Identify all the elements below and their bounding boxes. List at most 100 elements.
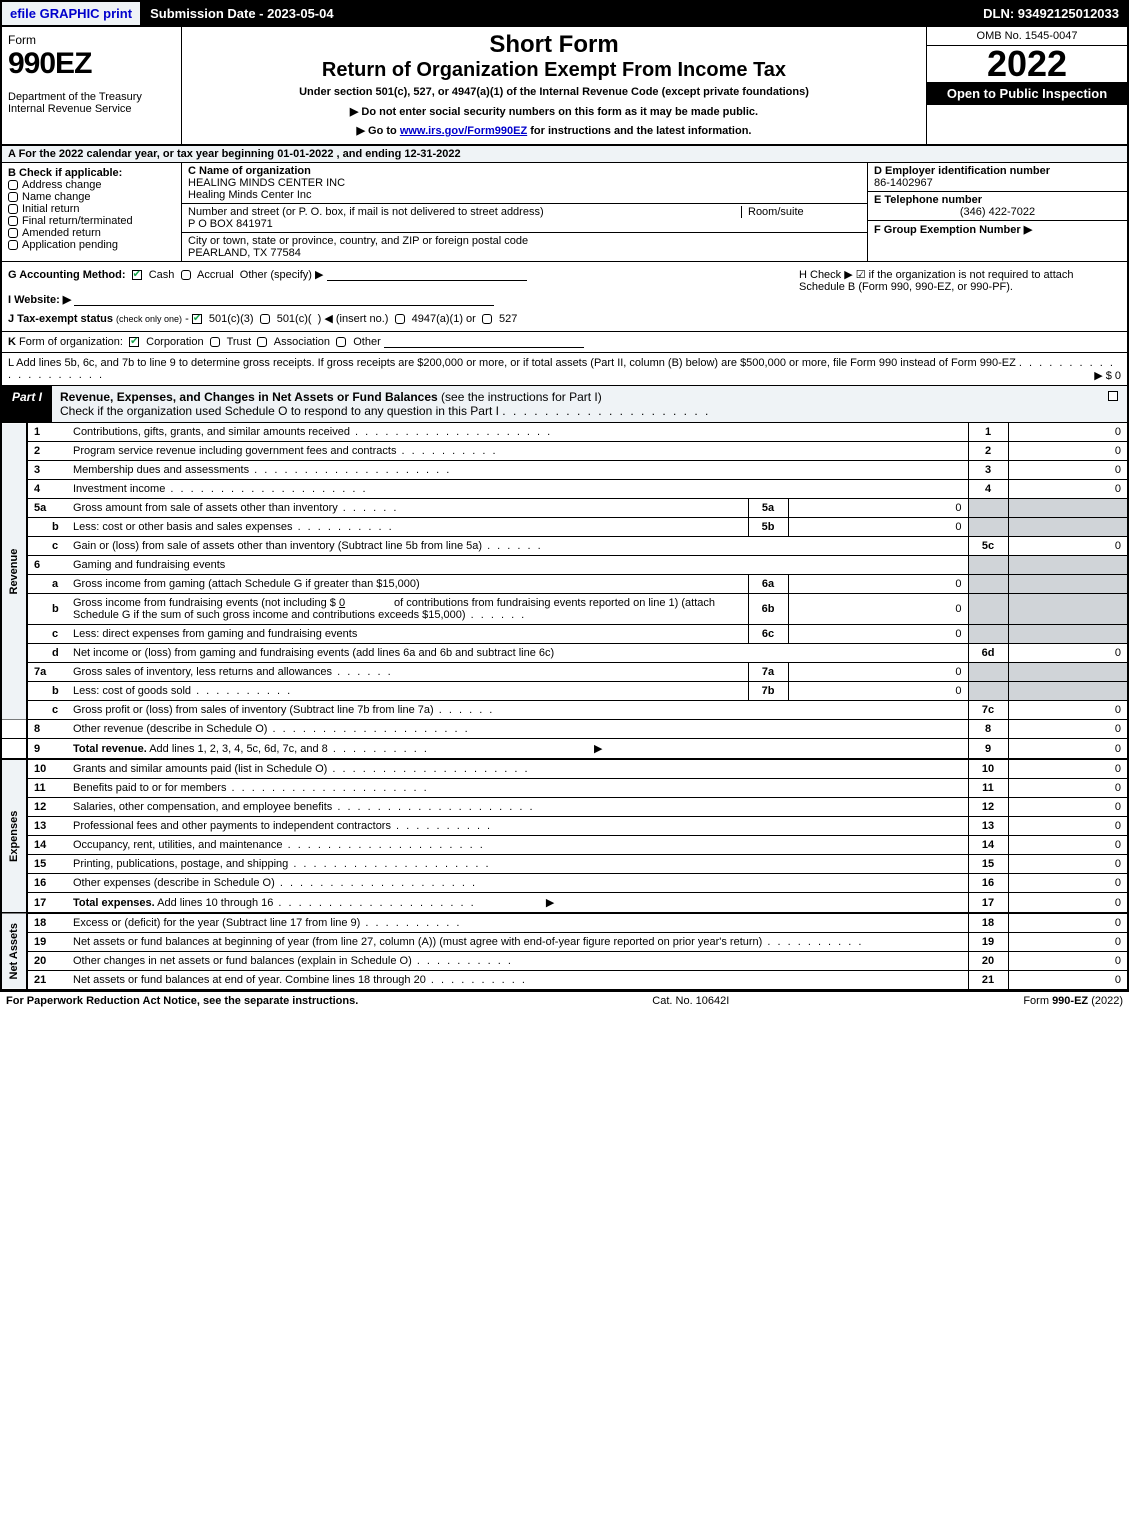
open-to-public: Open to Public Inspection: [927, 82, 1127, 105]
form-word: Form: [8, 33, 175, 47]
line-5a-num: 5a: [27, 499, 67, 518]
k-other-blank[interactable]: [384, 336, 584, 348]
row-6d: d Net income or (loss) from gaming and f…: [1, 644, 1128, 663]
row-5b: b Less: cost or other basis and sales ex…: [1, 518, 1128, 537]
col-2: 2: [968, 442, 1008, 461]
b-item-0: Address change: [22, 179, 102, 191]
checkbox-other-org[interactable]: [336, 337, 346, 347]
amt-6d: 0: [1008, 644, 1128, 663]
checkbox-name-change[interactable]: [8, 192, 18, 202]
inlab-6a: 6a: [748, 575, 788, 594]
row-8: 8 Other revenue (describe in Schedule O)…: [1, 720, 1128, 739]
col-13: 13: [968, 817, 1008, 836]
inlab-6b: 6b: [748, 594, 788, 625]
website-blank[interactable]: [74, 294, 494, 306]
checkbox-trust[interactable]: [210, 337, 220, 347]
checkbox-association[interactable]: [257, 337, 267, 347]
amt-21: 0: [1008, 971, 1128, 990]
line-12-desc: Salaries, other compensation, and employ…: [73, 801, 332, 813]
checkbox-application-pending[interactable]: [8, 240, 18, 250]
line-16-num: 16: [27, 874, 67, 893]
checkbox-schedule-o[interactable]: [1108, 391, 1118, 401]
amt-6a-shade: [1008, 575, 1128, 594]
amt-17: 0: [1008, 893, 1128, 914]
b-label: B Check if applicable:: [8, 167, 122, 179]
title-short-form: Short Form: [188, 31, 920, 59]
line-a-row: A For the 2022 calendar year, or tax yea…: [0, 146, 1129, 163]
col-10: 10: [968, 759, 1008, 779]
line-10-desc: Grants and similar amounts paid (list in…: [73, 763, 327, 775]
checkbox-corporation[interactable]: [129, 337, 139, 347]
room-label: Room/suite: [741, 206, 861, 218]
row-1: Revenue 1 Contributions, gifts, grants, …: [1, 423, 1128, 442]
row-7b: b Less: cost of goods sold 7b 0: [1, 682, 1128, 701]
g-other-blank[interactable]: [327, 269, 527, 281]
line-5c-desc: Gain or (loss) from sale of assets other…: [73, 540, 482, 552]
j-line: J Tax-exempt status (check only one) - 5…: [8, 312, 1121, 325]
department: Department of the Treasury Internal Reve…: [8, 91, 175, 115]
col-7c: 7c: [968, 701, 1008, 720]
checkbox-accrual[interactable]: [181, 270, 191, 280]
amt-14: 0: [1008, 836, 1128, 855]
amt-6-shade: [1008, 556, 1128, 575]
k-line: K Form of organization: Corporation Trus…: [0, 332, 1129, 353]
street-label: Number and street (or P. O. box, if mail…: [188, 206, 741, 218]
col-7b-shade: [968, 682, 1008, 701]
line-6b-incl: 0: [339, 597, 345, 609]
line-11-desc: Benefits paid to or for members: [73, 782, 226, 794]
g-accrual: Accrual: [197, 269, 234, 281]
col-6a-shade: [968, 575, 1008, 594]
b-item-3: Final return/terminated: [22, 215, 133, 227]
row-9: 9 Total revenue. Add lines 1, 2, 3, 4, 5…: [1, 739, 1128, 760]
checkbox-cash[interactable]: [132, 270, 142, 280]
subtitle: Under section 501(c), 527, or 4947(a)(1)…: [188, 86, 920, 98]
checkbox-4947[interactable]: [395, 314, 405, 324]
top-bar: efile GRAPHIC print Submission Date - 20…: [0, 0, 1129, 27]
line-6-num: 6: [27, 556, 67, 575]
col-5b-shade: [968, 518, 1008, 537]
line-13-num: 13: [27, 817, 67, 836]
irs-link[interactable]: www.irs.gov/Form990EZ: [400, 125, 527, 137]
amt-9: 0: [1008, 739, 1128, 760]
checkbox-527[interactable]: [482, 314, 492, 324]
line-7c-num: c: [27, 701, 67, 720]
line-6a-desc: Gross income from gaming (attach Schedul…: [73, 578, 420, 590]
row-4: 4 Investment income 4 0: [1, 480, 1128, 499]
row-3: 3 Membership dues and assessments 3 0: [1, 461, 1128, 480]
row-15: 15 Printing, publications, postage, and …: [1, 855, 1128, 874]
col-6d: 6d: [968, 644, 1008, 663]
g-other: Other (specify) ▶: [240, 269, 324, 281]
line-7a-num: 7a: [27, 663, 67, 682]
efile-print-link[interactable]: efile GRAPHIC print: [2, 2, 142, 25]
header-right: OMB No. 1545-0047 2022 Open to Public In…: [927, 27, 1127, 144]
col-20: 20: [968, 952, 1008, 971]
col-19: 19: [968, 933, 1008, 952]
inlab-5b: 5b: [748, 518, 788, 537]
checkbox-initial-return[interactable]: [8, 204, 18, 214]
line-7c-desc: Gross profit or (loss) from sales of inv…: [73, 704, 434, 716]
line-21-num: 21: [27, 971, 67, 990]
part-i-title: Revenue, Expenses, and Changes in Net As…: [52, 386, 1103, 422]
checkbox-address-change[interactable]: [8, 180, 18, 190]
checkbox-501c3[interactable]: [192, 314, 202, 324]
inval-7b: 0: [788, 682, 968, 701]
line-3-desc: Membership dues and assessments: [73, 464, 249, 476]
checkbox-amended-return[interactable]: [8, 228, 18, 238]
dln: DLN: 93492125012033: [344, 2, 1127, 25]
row-10: Expenses 10 Grants and similar amounts p…: [1, 759, 1128, 779]
line-20-desc: Other changes in net assets or fund bala…: [73, 955, 412, 967]
line-2-desc: Program service revenue including govern…: [73, 445, 396, 457]
row-12: 12 Salaries, other compensation, and emp…: [1, 798, 1128, 817]
checkbox-501c[interactable]: [260, 314, 270, 324]
line-9-num: 9: [27, 739, 67, 760]
checkbox-final-return[interactable]: [8, 216, 18, 226]
tax-year: 2022: [927, 46, 1127, 82]
line-18-desc: Excess or (deficit) for the year (Subtra…: [73, 917, 360, 929]
row-7a: 7a Gross sales of inventory, less return…: [1, 663, 1128, 682]
phone-value: (346) 422-7022: [874, 206, 1121, 218]
col-7a-shade: [968, 663, 1008, 682]
col-15: 15: [968, 855, 1008, 874]
title-return: Return of Organization Exempt From Incom…: [188, 59, 920, 82]
line-4-num: 4: [27, 480, 67, 499]
section-b: B Check if applicable: Address change Na…: [2, 163, 182, 261]
